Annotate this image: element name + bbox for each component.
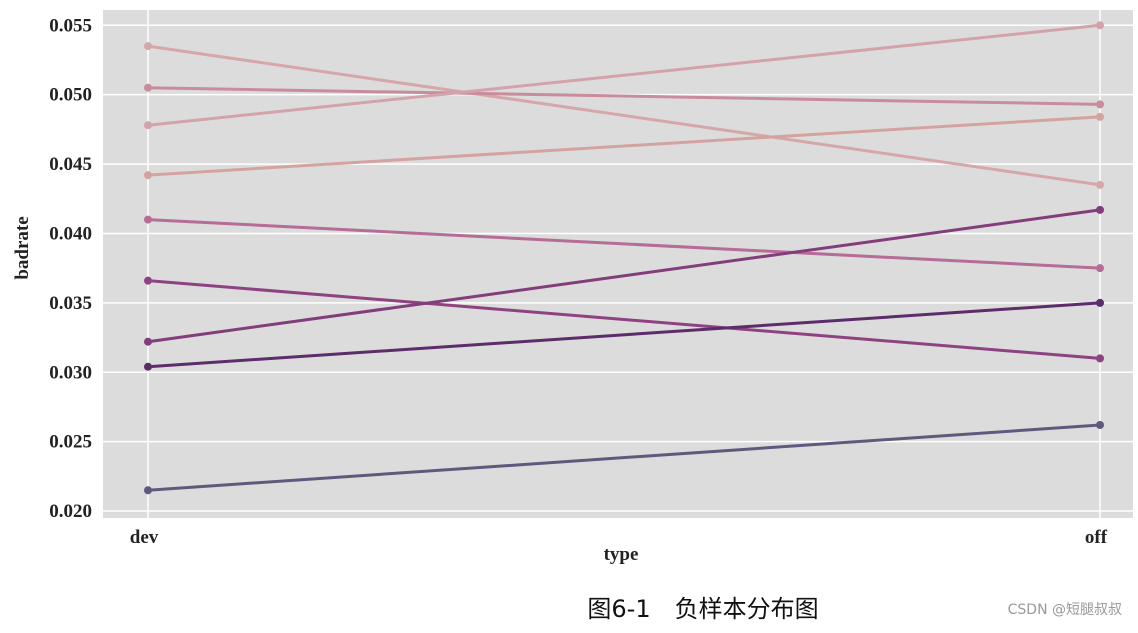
series-line-3 bbox=[147, 115, 1101, 177]
y-tick-label: 0.020 bbox=[49, 501, 92, 522]
data-point bbox=[1096, 112, 1104, 121]
data-point bbox=[1096, 264, 1104, 273]
data-point bbox=[144, 276, 152, 285]
data-point bbox=[144, 215, 152, 224]
y-tick-label: 0.055 bbox=[49, 15, 92, 36]
series-line-6 bbox=[147, 208, 1101, 344]
series-line-2 bbox=[147, 23, 1101, 127]
series-line-4 bbox=[147, 218, 1101, 270]
data-point bbox=[1096, 100, 1104, 109]
data-point bbox=[144, 362, 152, 371]
data-point bbox=[144, 83, 152, 92]
y-tick-label: 0.045 bbox=[49, 154, 92, 175]
series-line-1 bbox=[147, 86, 1101, 106]
data-point bbox=[1096, 180, 1104, 189]
y-tick-label: 0.025 bbox=[49, 432, 92, 453]
data-point bbox=[1096, 421, 1104, 430]
y-tick-label: 0.050 bbox=[49, 85, 92, 106]
data-point bbox=[144, 171, 152, 180]
figure-caption: 图6-1 负样本分布图 bbox=[587, 595, 818, 623]
data-point bbox=[1096, 298, 1104, 307]
series-line-5 bbox=[147, 279, 1101, 360]
x-axis-label: type bbox=[604, 544, 639, 565]
y-tick-label: 0.040 bbox=[49, 223, 92, 244]
watermark: CSDN @短腿叔叔 bbox=[1008, 602, 1122, 618]
y-tick-label: 0.035 bbox=[49, 293, 92, 314]
x-tick-label: off bbox=[1085, 527, 1108, 548]
y-tick-label: 0.030 bbox=[49, 362, 92, 383]
series-line-0 bbox=[147, 44, 1101, 187]
data-point bbox=[144, 337, 152, 346]
series-line-7 bbox=[147, 301, 1101, 369]
data-point bbox=[144, 42, 152, 51]
data-point bbox=[144, 121, 152, 130]
x-tick-label: dev bbox=[130, 527, 159, 548]
y-axis-label: badrate bbox=[12, 216, 33, 279]
data-point bbox=[144, 486, 152, 495]
data-point bbox=[1096, 205, 1104, 214]
series-line-8 bbox=[147, 423, 1101, 492]
data-point bbox=[1096, 354, 1104, 363]
data-point bbox=[1096, 21, 1104, 30]
